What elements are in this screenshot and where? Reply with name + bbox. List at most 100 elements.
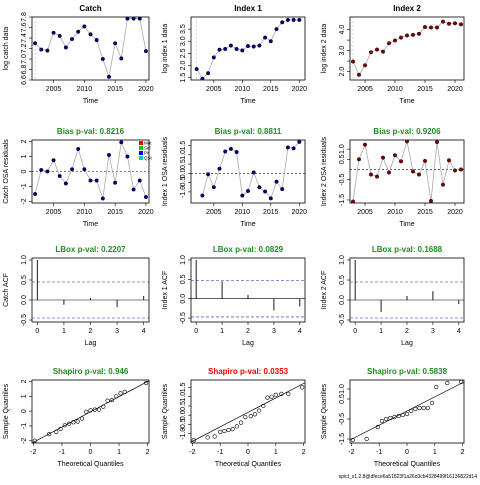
qq-point (392, 414, 397, 420)
residual-point (200, 193, 205, 198)
data-point (435, 25, 440, 30)
x-tick-label: 2005 (46, 86, 62, 93)
series-line (352, 21, 462, 76)
qq-point (32, 438, 37, 443)
x-axis-label: Lag (85, 340, 97, 347)
x-tick-label: 1 (62, 328, 66, 335)
data-point (94, 38, 99, 43)
data-point (137, 17, 142, 21)
y-axis-label: Sample Quantiles (321, 383, 328, 439)
y-tick-label: 7.2 (21, 44, 28, 54)
x-tick-label: 2015 (107, 209, 123, 216)
residual-point (291, 146, 296, 151)
y-tick-label: 6.6 (21, 75, 28, 85)
y-tick-label: -0.5 (180, 312, 187, 324)
x-tick-label: 2015 (107, 86, 123, 93)
x-tick-label: 4 (298, 328, 302, 335)
data-point (51, 30, 56, 35)
x-axis-label: Theoretical Quantiles (57, 461, 124, 468)
qq-point (364, 436, 369, 442)
data-point (263, 35, 268, 40)
residual-point (217, 166, 222, 171)
panel-title: Index 1 (234, 4, 262, 13)
data-point (357, 72, 362, 77)
plot-area (191, 140, 305, 201)
x-axis-label: Time (83, 221, 98, 228)
y-axis-label: Sample Quantiles (3, 383, 10, 439)
x-tick-label: 2020 (447, 86, 463, 93)
y-axis-label: Index 1 OSA residuals (162, 136, 169, 206)
qq-point (400, 412, 405, 418)
qq-point (459, 380, 464, 385)
panel-index2_qq: Shapiro p-val: 0.5838 -2 -1 0 1 2 -1.5 -0.5 0.51… (321, 367, 465, 468)
x-tick-label: 2 (461, 449, 465, 456)
series-line (32, 18, 147, 79)
y-tick-label: -1.5 (339, 433, 346, 445)
qq-point (205, 435, 210, 440)
residual-point (369, 172, 374, 177)
data-point (363, 63, 368, 68)
residual-point (274, 179, 279, 184)
y-tick-label: 0.0 (180, 410, 187, 420)
qq-point (265, 395, 270, 400)
qq-point (222, 428, 227, 434)
panel-title: Shapiro p-val: 0.0353 (208, 367, 289, 376)
x-tick-label: 1 (433, 449, 437, 456)
y-tick-label: -2 (21, 198, 28, 204)
y-axis-label: log index 2 data (321, 24, 328, 74)
y-tick-label: -0.5 (339, 314, 346, 326)
qq-point (62, 423, 67, 428)
qq-point (350, 437, 355, 443)
y-tick-label: 0.5 (180, 159, 187, 169)
panel-title: LBox p-val: 0.1688 (372, 245, 443, 254)
y-tick-label: 0.5 (339, 275, 346, 285)
y-tick-label: 1 (21, 154, 28, 158)
data-point (245, 44, 250, 49)
y-tick-label: -1.0 (180, 428, 187, 440)
x-tick-label: 1 (274, 449, 278, 456)
data-point (257, 43, 262, 48)
y-tick-label: 3.5 (180, 24, 187, 34)
x-tick-label: 0 (35, 328, 39, 335)
residual-point (223, 149, 228, 154)
residual-point (206, 172, 211, 177)
qq-point (429, 400, 435, 406)
plot-area (350, 140, 464, 203)
data-point (423, 25, 428, 30)
qq-point (413, 406, 418, 412)
residual-point (70, 167, 75, 172)
residual-point (351, 199, 355, 203)
y-tick-label: 2.0 (339, 67, 346, 77)
qq-point (300, 385, 305, 390)
panel-index2_acf: LBox p-val: 0.1688 0 1 2 3 4 -0.5 0.0 0.5 1.0 Lag I… (321, 245, 465, 347)
data-point (228, 43, 233, 48)
plot-frame (190, 257, 306, 323)
y-tick-label: 2 (21, 379, 28, 383)
plot-area (191, 382, 305, 443)
x-tick-label: 2010 (235, 209, 251, 216)
qq-point (71, 420, 76, 425)
x-tick-label: 2020 (447, 209, 463, 216)
x-tick-label: 0 (405, 449, 409, 456)
plot-area (351, 17, 464, 80)
panel-title: Index 2 (393, 4, 421, 13)
residual-point (100, 196, 105, 201)
x-tick-label: 2 (246, 328, 250, 335)
x-axis-label: Theoretical Quantiles (215, 461, 282, 468)
legend-label: Mat (144, 141, 152, 146)
data-point (351, 59, 356, 64)
data-point (206, 71, 211, 76)
x-axis-label: Lag (401, 340, 413, 347)
plot-frame (31, 257, 150, 323)
data-point (447, 21, 452, 26)
plot-frame (190, 16, 306, 81)
data-point (113, 41, 118, 46)
data-point (268, 39, 273, 44)
y-tick-label: 7.4 (21, 33, 28, 43)
residual-point (228, 146, 233, 151)
plot-frame (349, 16, 465, 81)
y-tick-label: -0.5 (339, 413, 346, 425)
legend-swatch (139, 146, 143, 150)
x-tick-label: 2015 (417, 86, 433, 93)
panel-title: Bias p-val: 0.9206 (373, 127, 441, 136)
